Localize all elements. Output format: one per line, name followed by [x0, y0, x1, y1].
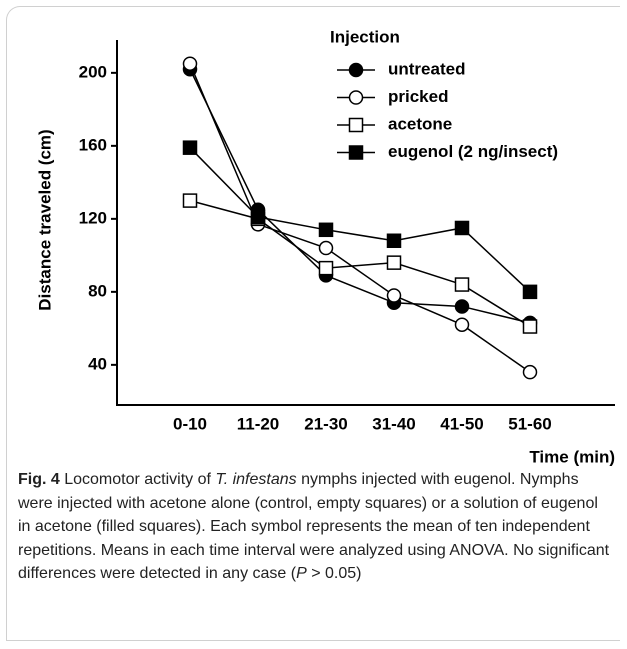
legend-marker [348, 90, 364, 105]
data-point [318, 222, 334, 238]
caption-text: Locomotor activity of [59, 471, 216, 488]
caption-italic: T. infestans [215, 471, 297, 488]
caption-italic: P [296, 565, 307, 582]
x-tick-label: 41-50 [440, 414, 483, 433]
data-point [454, 220, 470, 236]
x-tick-label: 51-60 [508, 414, 551, 433]
data-point [182, 193, 198, 208]
legend-label: acetone [388, 114, 452, 133]
legend-label: eugenol (2 ng/insect) [388, 142, 558, 161]
legend-marker [348, 145, 364, 160]
legend-marker [348, 62, 364, 78]
chart: Injection Time (min) Distance traveled (… [35, 27, 615, 466]
series-line [189, 63, 531, 373]
y-axis-label: Distance traveled (cm) [35, 129, 54, 310]
data-point [318, 260, 334, 276]
x-tick-label: 0-10 [173, 414, 207, 433]
series-line [189, 68, 531, 324]
legend-marker [348, 117, 364, 133]
data-point [386, 233, 402, 248]
legend-title: Injection [330, 27, 400, 46]
x-tick-label: 21-30 [304, 414, 347, 433]
caption-label: Fig. 4 [18, 471, 60, 488]
legend-label: untreated [388, 59, 465, 78]
data-point [386, 288, 402, 303]
figure-frame [6, 6, 620, 641]
data-point [250, 209, 266, 225]
data-point [522, 284, 538, 300]
caption-text: nymphs injected with eugenol. Nymphs wer… [18, 471, 610, 582]
data-point [454, 299, 470, 314]
data-point [386, 255, 402, 270]
data-point [182, 56, 198, 71]
legend-label: pricked [388, 87, 448, 106]
data-point [454, 317, 470, 332]
data-point [522, 364, 538, 380]
series-line [189, 199, 531, 328]
data-point [182, 140, 198, 155]
x-axis-label: Time (min) [529, 447, 615, 466]
y-tick-label: 200 [79, 62, 107, 81]
caption: Fig. 4 Locomotor activity of T. infestan… [18, 468, 613, 586]
y-tick-label: 120 [79, 208, 107, 227]
y-tick-label: 80 [88, 281, 107, 300]
caption-text: > 0.05) [306, 565, 362, 582]
x-tick-label: 31-40 [372, 414, 415, 433]
y-tick-label: 40 [88, 354, 107, 373]
x-tick-label: 11-20 [237, 414, 280, 433]
data-point [454, 277, 470, 292]
data-point [522, 319, 538, 334]
data-point [318, 240, 334, 256]
y-tick-label: 160 [79, 135, 107, 154]
series-line [189, 147, 531, 293]
